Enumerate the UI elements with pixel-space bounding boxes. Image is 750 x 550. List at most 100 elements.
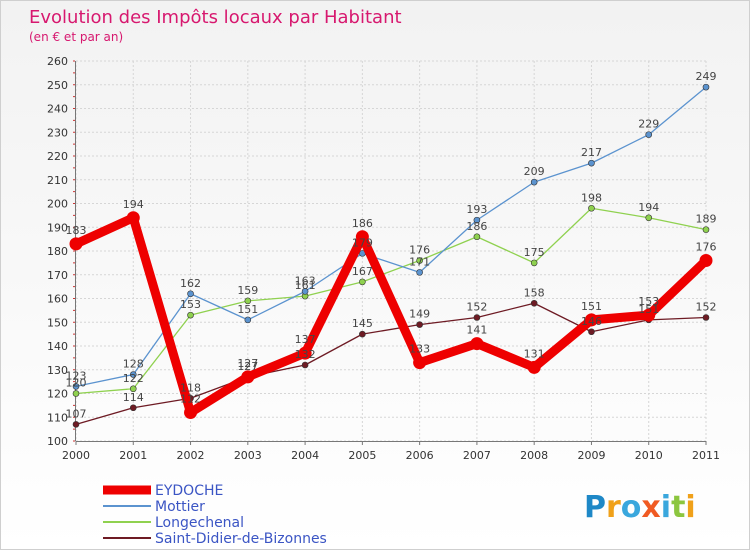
point-eydoche-2010 [642,308,656,322]
point-eydoche-2000 [69,237,83,251]
data-label-saint-didier-de-bizonnes-2006: 149 [409,308,430,321]
x-tick-label-2000: 2000 [62,449,90,462]
point-longechenal-2006 [416,257,423,264]
x-tick-label-2010: 2010 [635,449,663,462]
data-label-eydoche-2000: 183 [66,224,87,237]
y-tick-label-240: 240 [47,103,68,116]
data-label-saint-didier-de-bizonnes-2003: 127 [237,360,258,373]
chart-subtitle: (en € et par an) [29,30,123,44]
y-tick-label-200: 200 [47,198,68,211]
data-label-mottier-2001: 128 [123,358,144,371]
plot-area [76,61,706,441]
y-tick-label-220: 220 [47,150,68,163]
data-label-mottier-2000: 123 [66,369,87,382]
data-label-longechenal-2008: 175 [524,246,545,259]
series-line-eydoche [71,213,711,417]
y-tick-label-210: 210 [47,174,68,187]
data-label-longechenal-2001: 122 [123,372,144,385]
point-eydoche-2006 [413,356,427,370]
data-label-longechenal-2011: 189 [696,213,717,226]
point-eydoche-2011 [699,254,713,267]
x-tick-label-2002: 2002 [177,449,205,462]
data-label-mottier-2005: 179 [352,236,373,249]
point-mottier-2000 [72,383,80,390]
data-label-mottier-2002: 162 [180,277,201,290]
point-longechenal-2011 [702,226,710,233]
point-saint-didier-de-bizonnes-2000 [72,421,80,428]
point-saint-didier-de-bizonnes-2008 [530,299,538,307]
data-label-eydoche-2007: 141 [466,324,487,337]
point-saint-didier-de-bizonnes-2005 [359,330,366,338]
y-tick-label-110: 110 [47,411,68,424]
point-mottier-2007 [473,216,481,224]
data-label-longechenal-2002: 153 [180,298,201,311]
proxiti-logo: Proxiti [584,490,696,525]
point-eydoche-2001 [126,211,140,225]
point-mottier-2008 [530,178,538,186]
x-tick-label-2009: 2009 [577,449,605,462]
legend-label-eydoche: EYDOCHE [155,483,223,499]
point-eydoche-2004 [298,346,312,360]
data-label-saint-didier-de-bizonnes-2001: 114 [123,391,144,404]
series-line-longechenal [75,207,707,395]
x-tick-label-2008: 2008 [520,449,548,462]
point-mottier-2004 [301,288,309,295]
chart-title: Evolution des Impôts locaux par Habitant [29,7,402,28]
logo-letter: i [661,490,671,525]
point-saint-didier-de-bizonnes-2001 [129,404,137,412]
x-tick-label-2007: 2007 [463,449,491,462]
data-label-eydoche-2011: 176 [696,241,717,254]
point-longechenal-2003 [244,297,252,305]
data-label-longechenal-2004: 161 [295,279,316,292]
data-label-saint-didier-de-bizonnes-2010: 151 [638,303,659,316]
gridlines [75,60,707,442]
point-eydoche-2009 [584,313,598,327]
point-longechenal-2002 [187,311,194,319]
data-label-mottier-2011: 249 [696,70,717,83]
data-label-mottier-2004: 163 [295,274,316,287]
data-label-eydoche-2004: 137 [295,333,316,346]
y-tick-label-150: 150 [47,316,68,329]
x-tick-label-2005: 2005 [348,449,376,462]
y-tick-label-160: 160 [47,293,68,306]
point-saint-didier-de-bizonnes-2011 [702,314,710,321]
data-label-saint-didier-de-bizonnes-2009: 146 [581,315,602,328]
point-mottier-2006 [416,269,423,276]
data-label-mottier-2010: 229 [638,118,659,131]
y-tick-label-180: 180 [47,245,68,258]
y-tick-label-120: 120 [47,388,68,401]
data-label-eydoche-2006: 133 [409,343,430,356]
data-label-eydoche-2010: 153 [638,295,659,308]
y-tick-label-190: 190 [47,221,68,234]
point-saint-didier-de-bizonnes-2007 [473,314,481,321]
point-saint-didier-de-bizonnes-2006 [416,321,423,328]
point-mottier-2009 [588,159,595,167]
data-label-eydoche-2003: 127 [237,357,258,370]
y-tick-label-230: 230 [47,126,68,139]
data-label-mottier-2007: 193 [466,203,487,216]
series-layer [69,83,713,428]
series-line-saint-didier-de-bizonnes [75,302,707,426]
logo-letter: P [584,490,606,525]
data-label-mottier-2009: 217 [581,146,602,159]
data-label-mottier-2006: 171 [409,255,430,268]
data-label-longechenal-2000: 120 [66,377,87,390]
series-line-mottier [75,86,707,388]
data-label-longechenal-2005: 167 [352,265,373,278]
point-saint-didier-de-bizonnes-2004 [301,361,309,369]
data-label-eydoche-2001: 194 [123,198,144,211]
x-tick-label-2003: 2003 [234,449,262,462]
data-label-longechenal-2006: 176 [409,244,430,257]
data-label-mottier-2008: 209 [524,165,545,178]
data-label-eydoche-2009: 151 [581,300,602,313]
data-label-saint-didier-de-bizonnes-2007: 152 [466,301,487,314]
point-eydoche-2008 [527,360,541,374]
point-mottier-2010 [645,131,653,138]
x-tick-label-2001: 2001 [119,449,147,462]
data-label-mottier-2003: 151 [237,303,258,316]
legend-label-longechenal: Longechenal [155,515,244,531]
point-mottier-2002 [187,290,194,298]
